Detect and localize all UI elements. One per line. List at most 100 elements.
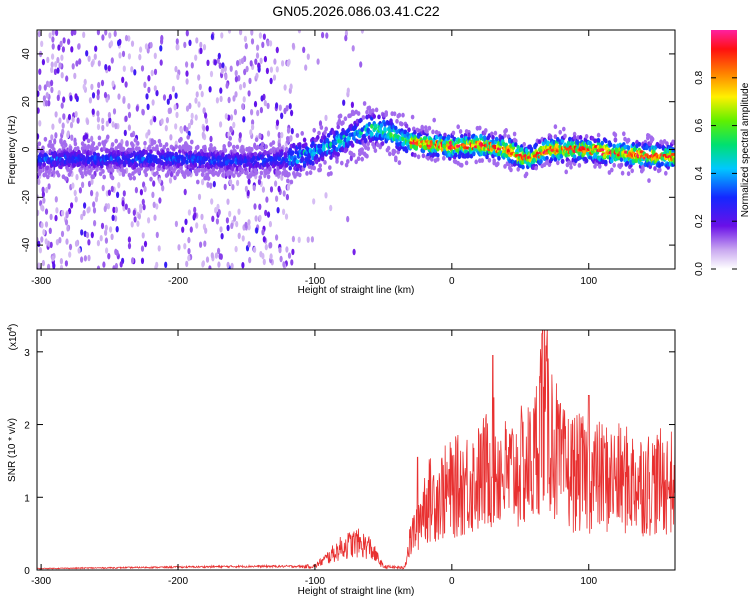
spectrogram-ridge-cell bbox=[157, 138, 162, 144]
spectrogram-noise-cell bbox=[297, 236, 301, 243]
spectrogram-noise-cell bbox=[245, 65, 249, 73]
spectrogram-ridge-cell bbox=[134, 162, 139, 168]
spectrogram-noise-cell bbox=[112, 265, 116, 269]
spectrogram-ridge-cell bbox=[322, 145, 326, 150]
spectrogram-ridge-cell bbox=[164, 142, 169, 147]
spectrogram-noise-cell bbox=[283, 107, 287, 115]
spectrogram-noise-cell bbox=[48, 227, 52, 234]
spectrogram-ridge-cell bbox=[280, 151, 284, 156]
spectrogram-ridge-cell bbox=[344, 147, 349, 153]
spectrogram-ridge-cell bbox=[529, 148, 534, 153]
spectrogram-ridge-cell bbox=[421, 148, 426, 154]
spectrogram-noise-cell bbox=[149, 119, 153, 126]
spectrogram-noise-cell bbox=[218, 62, 222, 69]
spectrogram-y-label: Frequency (Hz) bbox=[7, 116, 18, 185]
spectrogram-noise-cell bbox=[176, 73, 180, 81]
spectrogram-ridge-cell bbox=[496, 161, 500, 167]
spectrogram-ridge-cell bbox=[145, 166, 150, 172]
spectrogram-noise-cell bbox=[262, 258, 266, 266]
spectrogram-noise-cell bbox=[282, 208, 286, 215]
spectrogram-noise-cell bbox=[37, 262, 41, 269]
spectrogram-noise-cell bbox=[321, 31, 325, 39]
spectrogram-ridge-cell bbox=[384, 110, 389, 115]
spectrogram-noise-cell bbox=[50, 66, 54, 74]
spectrogram-noise-cell bbox=[287, 252, 292, 259]
spectrogram-noise-cell bbox=[201, 178, 205, 186]
spectrogram-noise-cell bbox=[171, 85, 175, 93]
spectrogram-noise-cell bbox=[251, 123, 255, 131]
spectrogram-noise-cell bbox=[226, 261, 230, 269]
spectrogram-noise-cell bbox=[159, 45, 163, 52]
spectrogram-ridge-cell bbox=[604, 138, 608, 144]
snr-y-label: SNR (10 * v/v) bbox=[7, 418, 18, 482]
spectrogram-noise-cell bbox=[244, 221, 248, 229]
spectrogram-ridge-cell bbox=[260, 141, 265, 147]
spectrogram-noise-cell bbox=[50, 134, 54, 141]
spectrogram-ridge-cell bbox=[317, 157, 321, 163]
spectrogram-noise-cell bbox=[304, 64, 308, 71]
spectrogram-noise-cell bbox=[195, 91, 199, 98]
spectrogram-noise-cell bbox=[151, 191, 155, 198]
spectrogram-noise-cell bbox=[310, 236, 314, 243]
spectrogram-ridge-cell bbox=[176, 158, 181, 164]
spectrogram-noise-cell bbox=[87, 239, 91, 246]
spectrogram-noise-cell bbox=[212, 180, 216, 188]
spectrogram-ridge-cell bbox=[360, 147, 365, 153]
spectrogram-noise-cell bbox=[185, 127, 189, 134]
spectrogram-noise-cell bbox=[92, 207, 97, 214]
spectrogram-ridge-cell bbox=[343, 116, 348, 122]
spectrogram-noise-cell bbox=[127, 53, 131, 60]
spectrogram-noise-cell bbox=[51, 30, 55, 36]
spectrogram-noise-cell bbox=[151, 99, 155, 106]
spectrogram-ridge-cell bbox=[373, 148, 378, 154]
spectrogram-ridge-cell bbox=[235, 144, 240, 150]
spectrogram-ridge-cell bbox=[228, 136, 232, 141]
spectrogram-ridge-cell bbox=[80, 173, 85, 179]
spectrogram-noise-cell bbox=[101, 34, 105, 41]
spectrogram-ridge-cell bbox=[404, 148, 409, 154]
spectrogram-noise-cell bbox=[215, 218, 219, 225]
spectrogram-ridge-cell bbox=[622, 131, 626, 137]
spectrogram-ridge-cell bbox=[179, 136, 183, 142]
spectrogram-noise-cell bbox=[69, 121, 74, 129]
spectrogram-ridge-cell bbox=[83, 170, 87, 176]
spectrogram-noise-cell bbox=[50, 61, 54, 68]
spectrogram-noise-cell bbox=[261, 186, 265, 193]
spectrogram-ridge-cell bbox=[164, 173, 169, 178]
spectrogram-noise-cell bbox=[187, 122, 191, 130]
spectrogram-noise-cell bbox=[275, 66, 279, 73]
spectrogram-noise-cell bbox=[168, 107, 172, 114]
spectrogram-noise-cell bbox=[290, 109, 294, 117]
spectrogram-ridge-cell bbox=[584, 158, 589, 164]
spectrogram-noise-cell bbox=[145, 93, 149, 100]
spectrogram-noise-cell bbox=[114, 122, 118, 130]
spectrogram-noise-cell bbox=[247, 241, 251, 248]
spectrogram-noise-cell bbox=[255, 227, 259, 234]
spectrogram-ridge-cell bbox=[372, 114, 377, 119]
spectrogram-ridge-cell bbox=[254, 137, 259, 143]
spectrogram-ridge-cell bbox=[125, 142, 129, 147]
spectrogram-noise-cell bbox=[168, 93, 172, 101]
spectrogram-ridge-cell bbox=[232, 144, 236, 150]
spectrogram-noise-cell bbox=[234, 70, 238, 77]
spectrogram-ridge-cell bbox=[173, 175, 177, 181]
spectrogram-ridge-cell bbox=[286, 178, 290, 184]
colorbar-ticks: 0.0 0.2 0.4 0.6 0.8 bbox=[694, 70, 737, 276]
colorbar-gradient bbox=[711, 30, 737, 269]
spectrogram-noise-cell bbox=[211, 215, 215, 222]
spectrogram-ridge-cell bbox=[43, 136, 48, 142]
spectrogram-noise-cell bbox=[93, 220, 97, 227]
spectrogram-ridge-cell bbox=[169, 165, 174, 171]
spectrogram-noise-cell bbox=[80, 229, 84, 236]
spectrogram-noise-cell bbox=[53, 138, 57, 145]
spectrogram-noise-cell bbox=[258, 203, 262, 210]
colorbar: 0.0 0.2 0.4 0.6 0.8 Normalized spectral ampl… bbox=[694, 30, 750, 276]
spectrogram-ridge-cell bbox=[356, 111, 361, 116]
spectrogram-ridge-cell bbox=[200, 164, 205, 169]
spectrogram-noise-cell bbox=[42, 229, 46, 236]
spectrogram-noise-cell bbox=[127, 111, 132, 119]
spectrogram-ridge-cell bbox=[254, 170, 259, 176]
spectrogram-ridge-cell bbox=[122, 169, 127, 174]
spectrogram-ridge-cell bbox=[553, 134, 558, 140]
